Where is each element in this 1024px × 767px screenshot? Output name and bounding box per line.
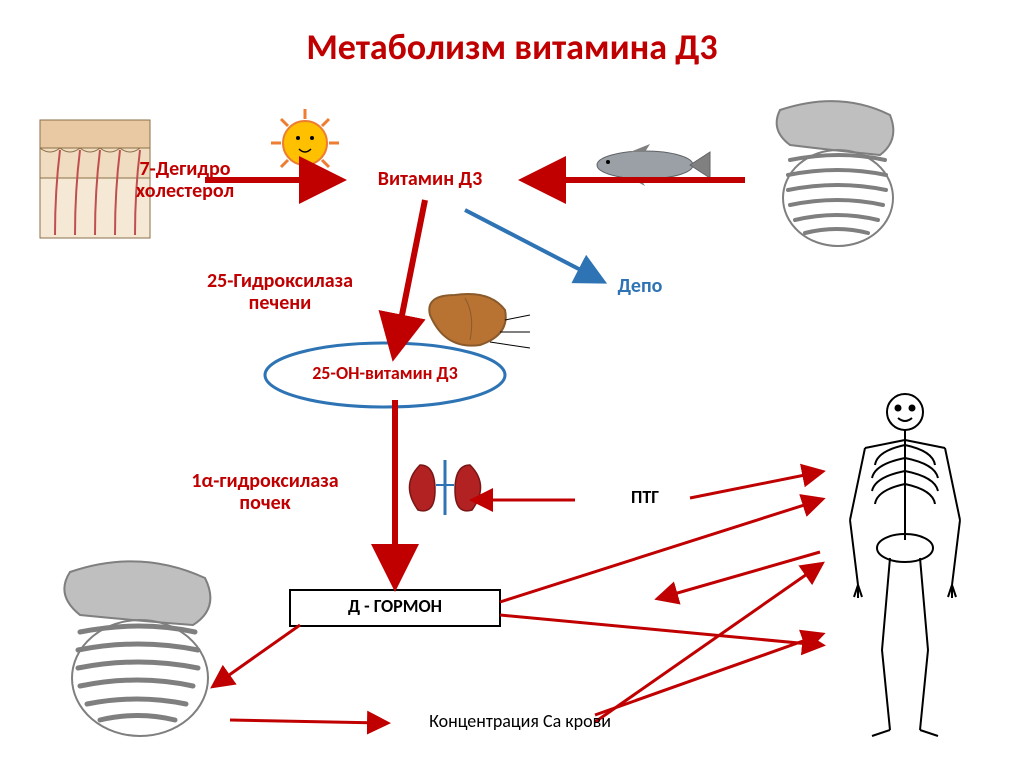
sun-icon <box>271 109 339 177</box>
label-hydrox25: 25-Гидроксилазапечени <box>170 270 390 314</box>
liver-icon <box>429 294 530 348</box>
label-ca: Концентрация Са крови <box>390 712 650 732</box>
label-oh25: 25-ОН-витамин Д3 <box>285 364 485 384</box>
page-title: Метаболизм витамина Д3 <box>0 25 1024 69</box>
label-vitd3: Витамин Д3 <box>350 168 510 190</box>
arrows <box>205 180 820 723</box>
kidney-icon <box>409 460 480 515</box>
intestine-bottom-icon <box>64 561 210 736</box>
label-depo: Депо <box>600 275 680 297</box>
label-alpha1: 1α-гидроксилазапочек <box>155 470 375 514</box>
intestine-top-icon <box>777 101 894 246</box>
label-pth: ПТГ <box>605 488 685 508</box>
skeleton-icon <box>850 394 960 736</box>
fish-icon <box>597 144 710 186</box>
diagram-canvas <box>0 0 1024 767</box>
label-dehydro: 7-Дегидрохолестерол <box>95 158 275 202</box>
label-dhormone: Д - ГОРМОН <box>290 597 500 617</box>
